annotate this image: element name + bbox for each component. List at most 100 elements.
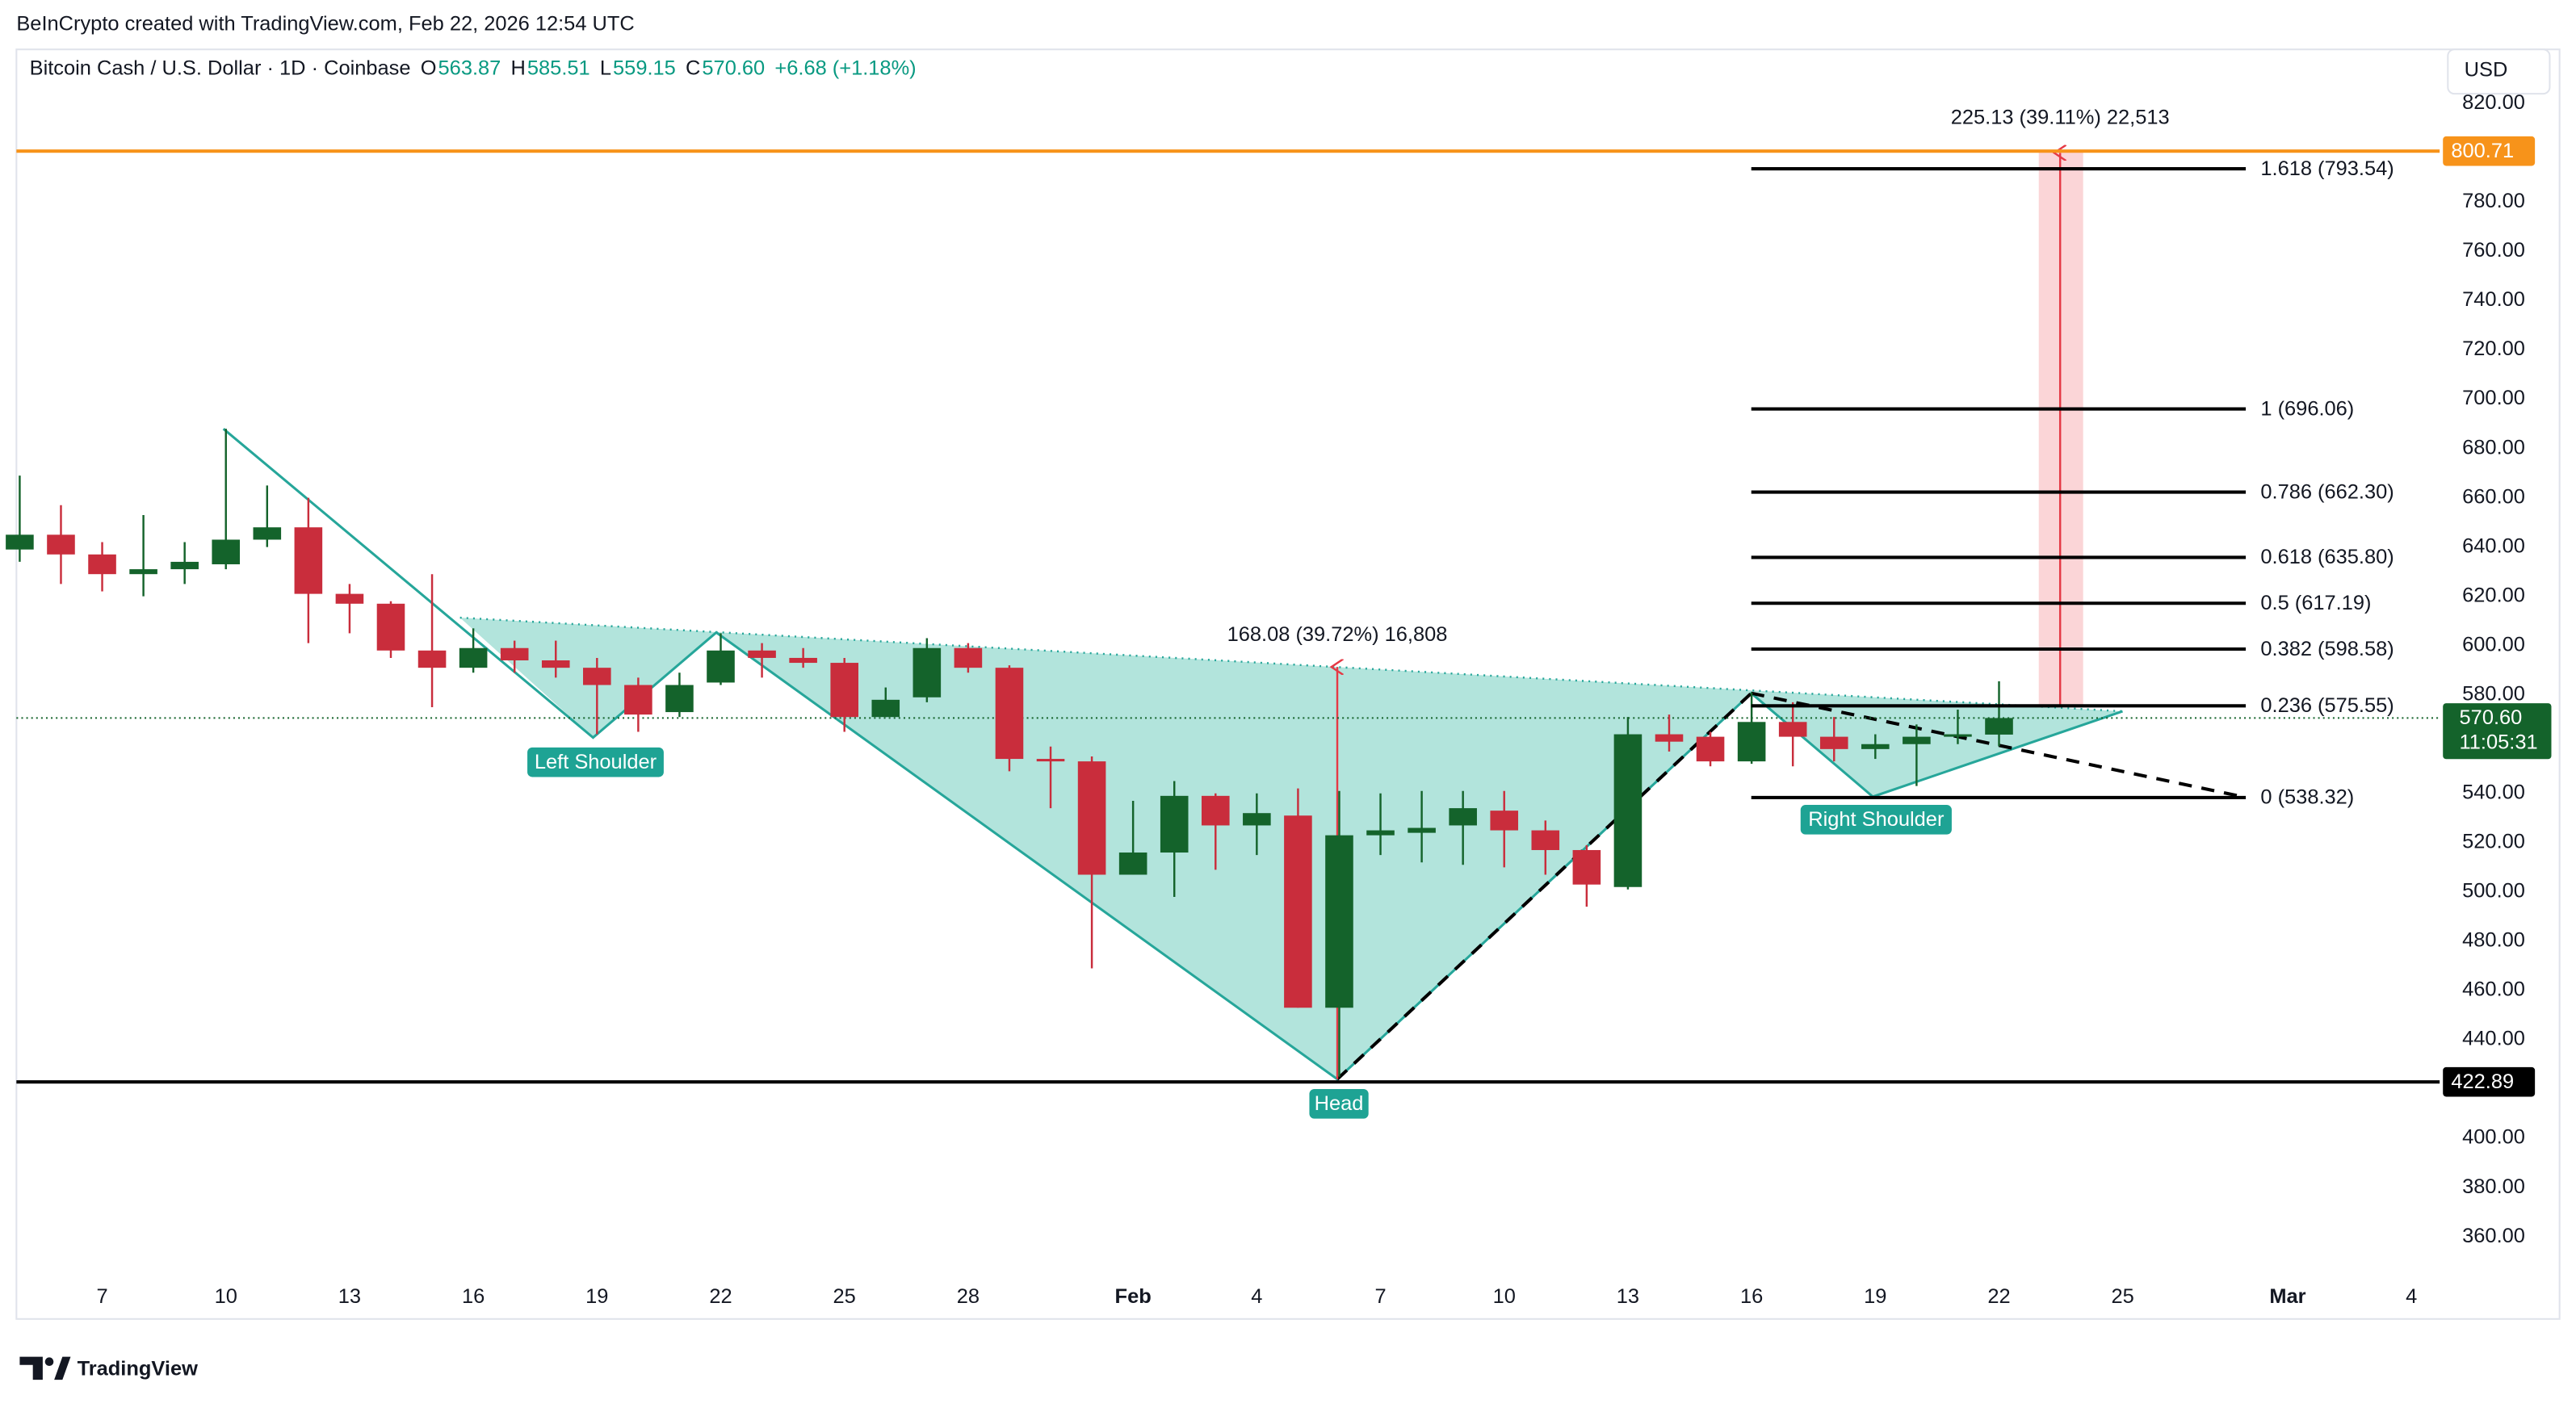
y-tick-label: 460.00	[2462, 978, 2525, 1001]
ohlc-value: 563.87	[438, 57, 501, 79]
symbol-title: Bitcoin Cash / U.S. Dollar · 1D · Coinba…	[30, 57, 411, 79]
candle-body	[1201, 795, 1230, 826]
y-tick-label: 700.00	[2462, 387, 2525, 409]
candle-body	[459, 647, 488, 668]
y-tick-label: 480.00	[2462, 929, 2525, 952]
x-tick-label: 25	[2112, 1285, 2134, 1308]
currency-button[interactable]	[2447, 48, 2551, 95]
candle-body	[1118, 853, 1147, 875]
candle-body	[583, 668, 611, 685]
x-tick-label: 4	[2406, 1285, 2417, 1308]
y-tick-label: 600.00	[2462, 633, 2525, 656]
candle-body	[212, 539, 241, 564]
x-tick-label: 22	[709, 1285, 732, 1308]
measurement: 168.08 (39.72%) 16,808	[1227, 623, 1448, 646]
ohlc-key: H	[511, 57, 526, 79]
x-tick-label: 10	[215, 1285, 237, 1308]
candle-body	[1243, 813, 1271, 826]
y-tick-label: 520.00	[2462, 831, 2525, 853]
candle-body	[47, 534, 75, 555]
label-box	[1800, 805, 1952, 835]
y-tick-label: 400.00	[2462, 1126, 2525, 1149]
fib-label: 0.382 (598.58)	[2260, 638, 2393, 660]
candle-body	[1572, 849, 1601, 885]
x-tick-label: 10	[1493, 1285, 1516, 1308]
candle-body	[1284, 815, 1312, 1008]
candle-body	[1655, 734, 1684, 742]
x-tick-label: 13	[1617, 1285, 1639, 1308]
label-box	[1309, 1088, 1369, 1119]
candle-body	[417, 650, 447, 668]
y-tick-label: 740.00	[2462, 288, 2525, 311]
candle-body	[748, 650, 776, 658]
fib-label: 0.618 (635.80)	[2260, 546, 2393, 568]
candle-body	[500, 647, 529, 660]
x-tick-label: 7	[1374, 1285, 1386, 1308]
ohlc-value: 570.60	[702, 57, 765, 79]
candle-body	[1696, 736, 1725, 762]
candle-body	[789, 657, 817, 664]
fib-label: 0.5 (617.19)	[2260, 592, 2371, 614]
candle-body	[1903, 736, 1931, 744]
candle-body	[88, 554, 116, 575]
ohlc-value: 585.51	[527, 57, 590, 79]
candle-body	[129, 569, 157, 575]
x-tick-label: 4	[1251, 1285, 1262, 1308]
ohlc-key: C	[686, 57, 700, 79]
pattern-label: Right Shoulder	[1808, 808, 1945, 831]
candle-body	[376, 603, 405, 651]
candle-body	[1490, 811, 1519, 831]
candle-body	[1985, 718, 2013, 735]
y-tick-label: 360.00	[2462, 1225, 2525, 1247]
candle-body	[1613, 734, 1643, 887]
y-tick-label: 640.00	[2462, 534, 2525, 557]
overlay-layer: 168.08 (39.72%) 16,808 225.13 (39.11%) 2…	[527, 106, 2394, 1119]
candle-body	[1531, 830, 1560, 850]
price-tag	[2443, 136, 2536, 166]
x-tick-label: 16	[1740, 1285, 1763, 1308]
y-tick-label: 380.00	[2462, 1175, 2525, 1198]
y-tick-label: 440.00	[2462, 1028, 2525, 1050]
y-tick-label: 500.00	[2462, 880, 2525, 903]
y-tick-label: 820.00	[2462, 91, 2525, 114]
y-tick-label: 720.00	[2462, 337, 2525, 360]
candle-body	[6, 534, 34, 550]
label-box	[527, 747, 664, 777]
candle-body	[871, 699, 900, 718]
y-tick-label: 780.00	[2462, 190, 2525, 212]
price-tag-label: 570.60	[2460, 706, 2523, 729]
x-tick-label: 19	[1864, 1285, 1886, 1308]
fib-label: 0.786 (662.30)	[2260, 480, 2393, 503]
measurement: 225.13 (39.11%) 22,513	[1951, 106, 2170, 128]
countdown: 11:05:31	[2460, 731, 2538, 754]
ohlc-key: O	[421, 57, 437, 79]
candle-layer	[6, 429, 2013, 1077]
candle-body	[294, 527, 323, 594]
candle-body	[1819, 736, 1848, 749]
candle-body	[665, 685, 694, 713]
candle-body	[1408, 827, 1436, 833]
candle-body	[913, 647, 942, 698]
attribution: BeInCrypto created with TradingView.com,…	[16, 12, 634, 35]
candle-body	[335, 593, 364, 604]
x-tick-label: 28	[957, 1285, 980, 1308]
candle-body	[541, 660, 570, 668]
chart-frame	[15, 48, 2561, 1320]
x-tick-label: 25	[833, 1285, 856, 1308]
logo-text: TradingView	[78, 1358, 199, 1380]
candle-body	[624, 685, 652, 715]
dashed-trend	[1336, 692, 1753, 1081]
price-tag-label: 422.89	[2451, 1070, 2514, 1093]
x-tick-label: Feb	[1115, 1285, 1152, 1308]
candle-body	[1861, 744, 1890, 749]
candle-body	[830, 663, 858, 718]
x-tick-label: 22	[1987, 1285, 2010, 1308]
currency[interactable]: USD	[2465, 58, 2508, 81]
fib-label: 0 (538.32)	[2260, 786, 2354, 809]
y-tick-label: 620.00	[2462, 584, 2525, 606]
candle-body	[1036, 759, 1065, 762]
pattern-label: Head	[1315, 1092, 1364, 1115]
fib-label: 1 (696.06)	[2260, 397, 2354, 420]
